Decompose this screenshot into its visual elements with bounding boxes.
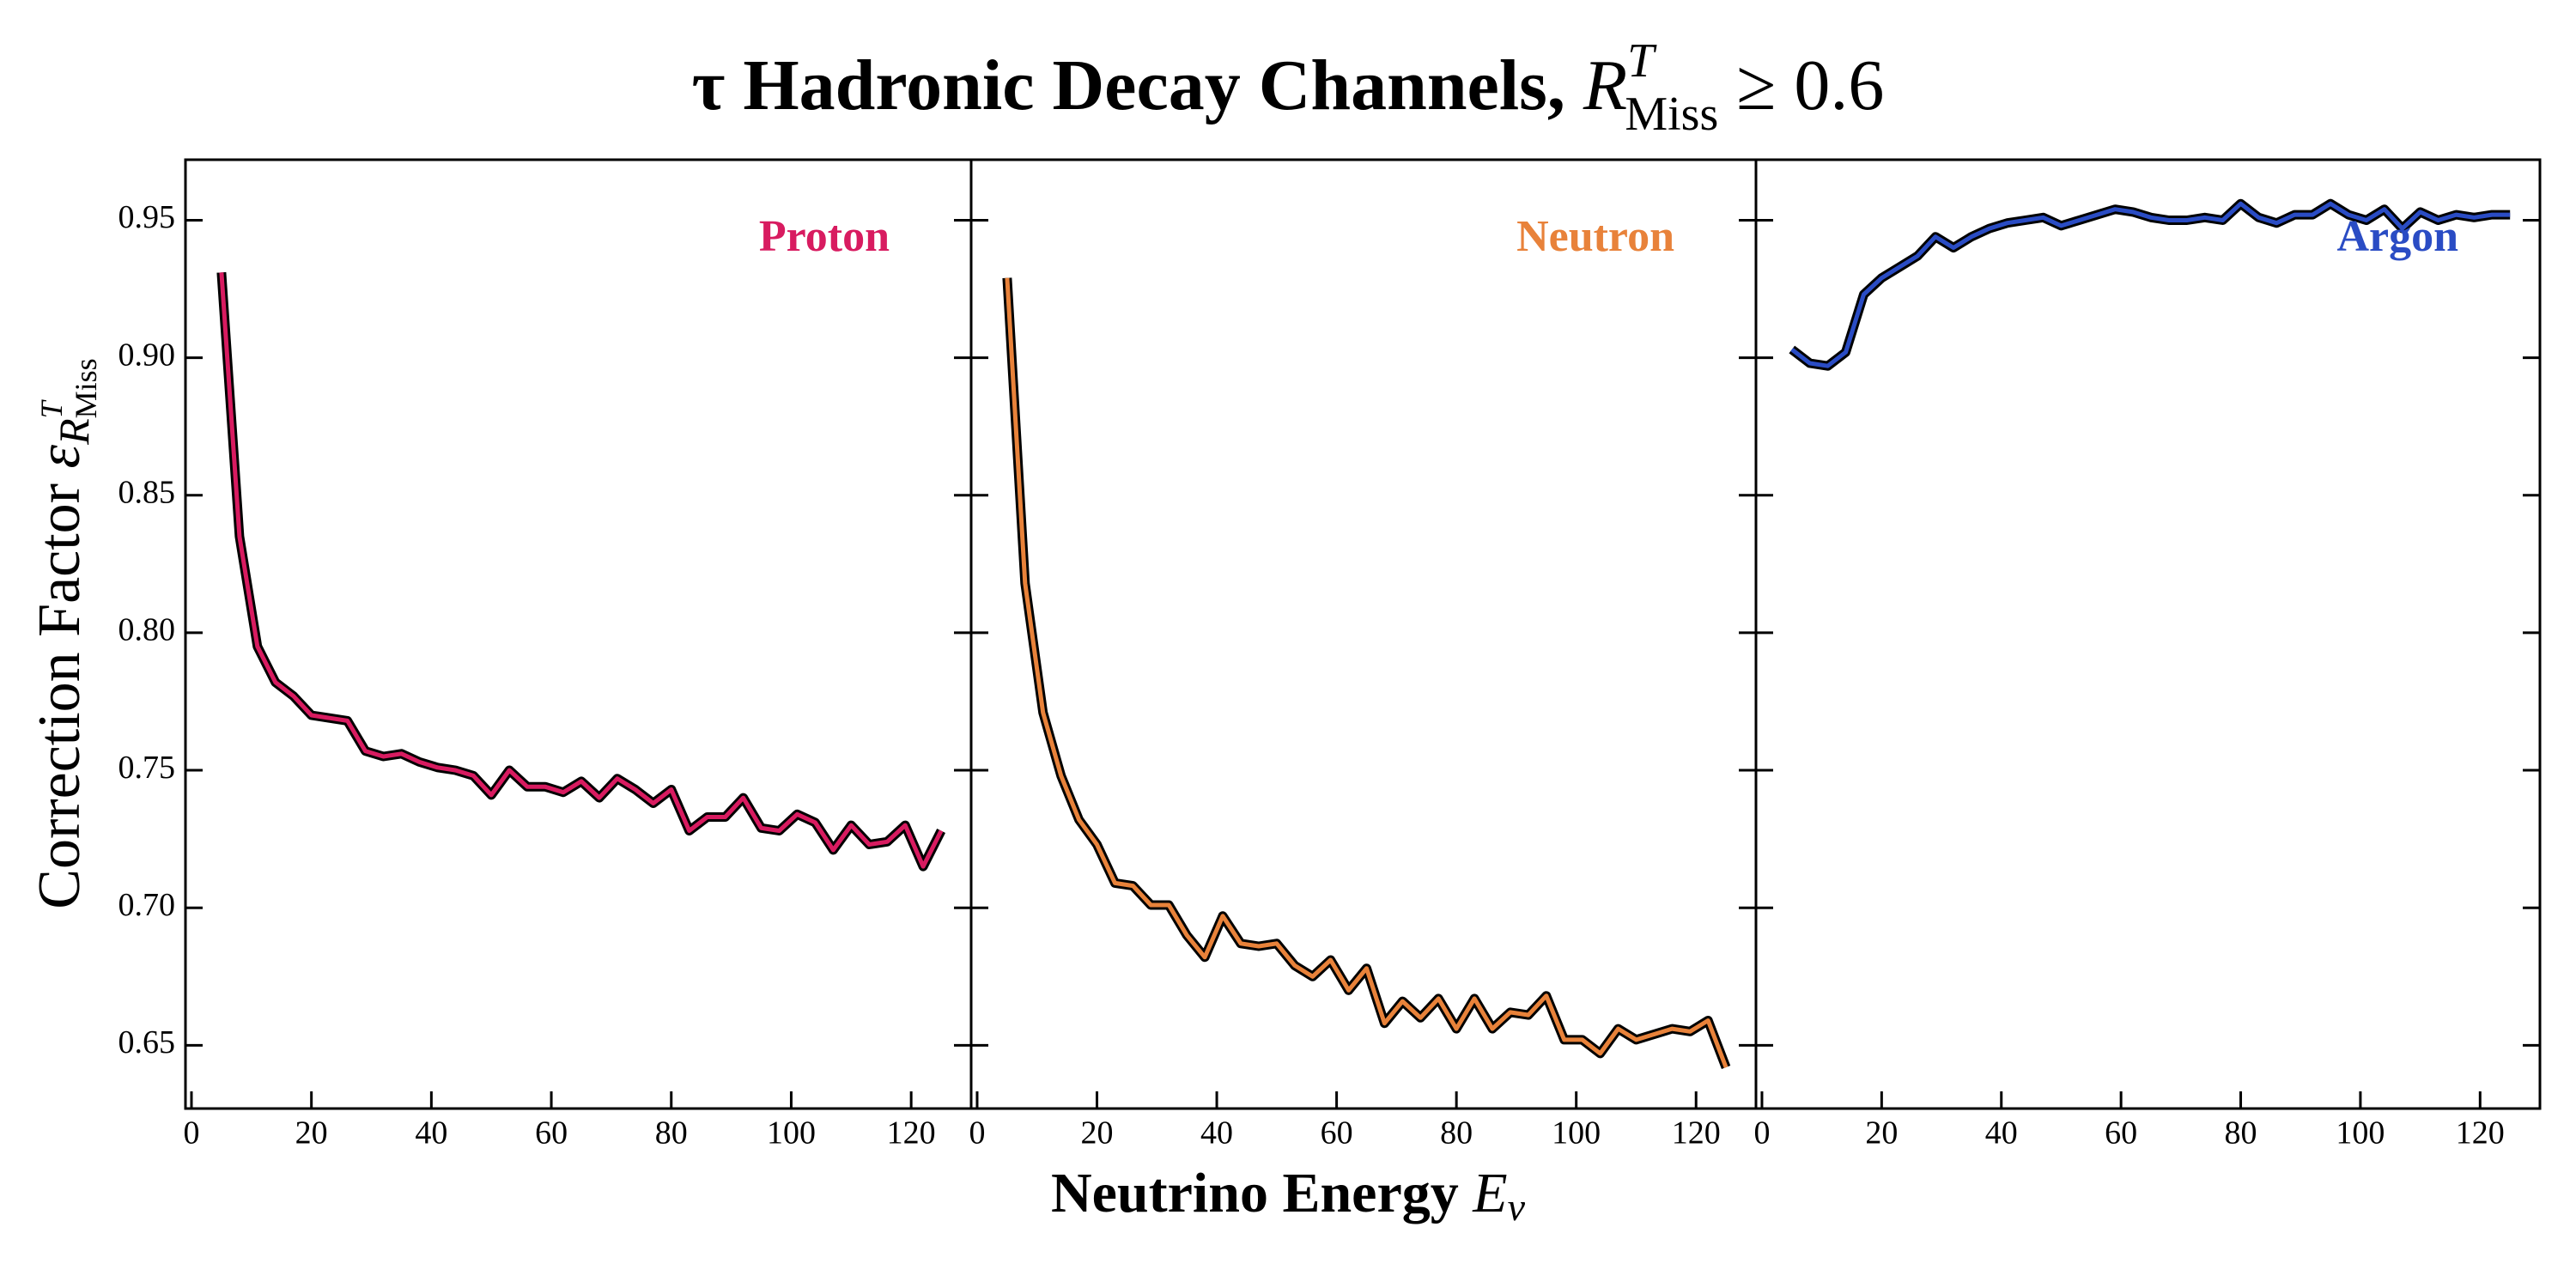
y-tick-label: 0.80 [118, 612, 176, 648]
x-tick-label: 20 [295, 1115, 328, 1151]
x-tick-label: 120 [1672, 1115, 1721, 1151]
x-label-subscript: ν [1508, 1185, 1526, 1229]
x-tick-label: 0 [969, 1115, 985, 1151]
x-tick-label: 100 [767, 1115, 816, 1151]
title-superscript: T [1627, 34, 1657, 88]
x-tick-label: 40 [415, 1115, 447, 1151]
title-subscript: Miss [1625, 88, 1718, 141]
y-label-sub-subscript: Miss [69, 358, 103, 418]
panel-frame [184, 158, 973, 1110]
y-label-sub-superscript: T [34, 398, 69, 418]
x-tick-label: 80 [655, 1115, 688, 1151]
x-tick-label: 120 [887, 1115, 936, 1151]
line [1790, 201, 2511, 368]
line-outline [216, 271, 946, 872]
y-axis-label: Correction Factor εRTMiss [27, 358, 103, 908]
x-tick-label: 0 [1753, 1115, 1770, 1151]
y-label-symbol: ε [27, 445, 93, 469]
title-suffix: ≥ 0.6 [1718, 46, 1884, 125]
y-label-text: Correction Factor [27, 469, 93, 909]
x-tick-label: 60 [535, 1115, 568, 1151]
x-tick-label: 0 [183, 1115, 199, 1151]
y-tick-label: 0.75 [118, 750, 176, 786]
line [1005, 277, 1728, 1068]
x-tick-label: 80 [1440, 1115, 1473, 1151]
x-label-text: Neutrino Energy [1051, 1162, 1473, 1224]
panel-label: Argon [2336, 212, 2458, 261]
title-symbol: R [1583, 46, 1627, 125]
y-tick-label: 0.85 [118, 474, 176, 510]
x-tick-label: 20 [1865, 1115, 1898, 1151]
panel-label: Neutron [1516, 212, 1674, 261]
x-tick-label: 60 [1321, 1115, 1353, 1151]
x-axis-label: Neutrino Energy Eν [1051, 1162, 1526, 1228]
x-tick-label: 60 [2105, 1115, 2137, 1151]
chart-title: τ Hadronic Decay Channels, RT Miss ≥ 0.6 [692, 34, 1885, 141]
y-tick-label: 0.95 [118, 199, 176, 235]
line-outline [1002, 277, 1731, 1069]
x-tick-label: 20 [1081, 1115, 1114, 1151]
x-label-symbol: E [1472, 1162, 1507, 1224]
x-tick-label: 40 [1985, 1115, 2018, 1151]
title-text: τ Hadronic Decay Channels, [692, 46, 1583, 125]
y-tick-label: 0.90 [118, 337, 176, 373]
x-tick-label: 40 [1200, 1115, 1233, 1151]
line [219, 272, 944, 869]
panel-frame [1754, 158, 2542, 1110]
panel-label: Proton [759, 212, 890, 261]
x-tick-label: 100 [2336, 1115, 2385, 1151]
y-tick-label: 0.65 [118, 1024, 176, 1060]
x-tick-label: 80 [2225, 1115, 2257, 1151]
x-tick-label: 120 [2456, 1115, 2505, 1151]
y-tick-label: 0.70 [118, 887, 176, 923]
x-tick-label: 100 [1552, 1115, 1601, 1151]
y-label-subscript: R [50, 418, 98, 446]
